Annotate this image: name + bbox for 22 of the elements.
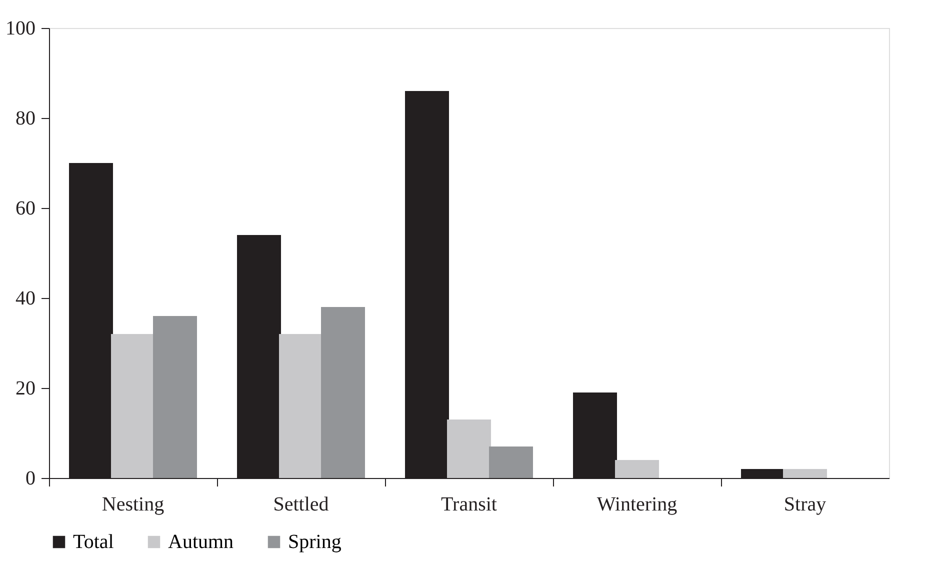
x-tick-label: Wintering bbox=[596, 494, 678, 516]
bar bbox=[153, 316, 197, 478]
y-tick-label: 20 bbox=[16, 378, 36, 400]
bar bbox=[615, 460, 659, 478]
bar bbox=[321, 307, 365, 478]
bar bbox=[279, 334, 323, 478]
legend-label: Spring bbox=[288, 531, 342, 553]
y-tick-label: 40 bbox=[16, 288, 36, 310]
y-tick-label: 80 bbox=[16, 108, 36, 130]
bar bbox=[783, 469, 827, 478]
legend-label: Total bbox=[73, 531, 114, 553]
y-tick-label: 100 bbox=[6, 18, 36, 40]
y-tick-label: 0 bbox=[26, 468, 36, 490]
bar bbox=[111, 334, 155, 478]
x-tick-label: Nesting bbox=[102, 494, 164, 516]
legend-label: Autumn bbox=[168, 531, 234, 553]
x-tick-label: Transit bbox=[441, 494, 498, 516]
x-tick-label: Settled bbox=[273, 494, 329, 516]
y-tick-label: 60 bbox=[16, 198, 36, 220]
x-tick-label: Stray bbox=[784, 494, 826, 516]
bar bbox=[447, 420, 491, 478]
bar bbox=[489, 446, 533, 478]
